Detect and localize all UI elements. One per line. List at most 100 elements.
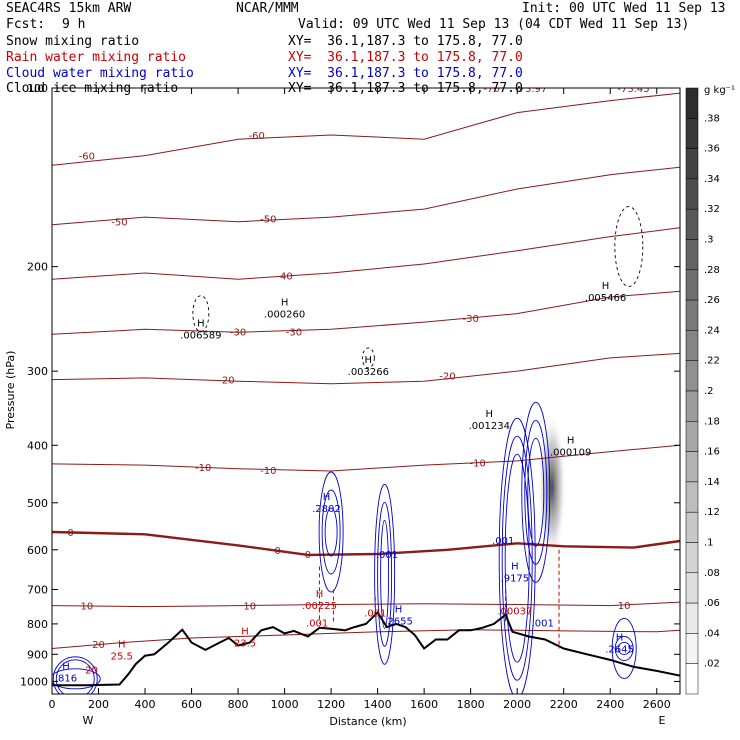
extrema-value-12: .2645 — [605, 644, 634, 655]
isotherm-label-14: -10 — [260, 466, 276, 477]
extrema-value-18: 25.5 — [111, 652, 133, 663]
colorbar-cell-4 — [685, 208, 699, 240]
cloud-water-contour-5-1 — [52, 656, 98, 694]
x-tick-label-7: 1400 — [364, 698, 392, 711]
colorbar-cell-5 — [685, 239, 699, 271]
isotherm-label-5: -50 — [111, 218, 127, 229]
colorbar-cell-10 — [685, 390, 699, 422]
cloud-water-contour-5-0 — [52, 668, 101, 690]
colorbar-tick-15: .08 — [704, 568, 720, 579]
isotherm-label-20: 10 — [243, 602, 256, 613]
extrema-value-13: .816 — [55, 674, 77, 685]
isotherm-label-12: -20 — [439, 371, 455, 382]
extrema-value-1: .000260 — [264, 310, 305, 321]
colorbar-tick-14: .1 — [704, 538, 714, 549]
isotherm-label-13: -10 — [195, 463, 211, 474]
extrema-value-5: .000109 — [550, 448, 591, 459]
extrema-value-6: .2802 — [312, 504, 341, 515]
isotherm-label-0: -70 — [483, 84, 499, 95]
colorbar-cell-18 — [685, 633, 699, 664]
isotherm-9 — [52, 629, 680, 649]
colorbar-cell-17 — [685, 602, 699, 634]
colorbar-tick-11: .16 — [704, 447, 720, 458]
x-tick-label-6: 1200 — [317, 698, 345, 711]
isotherm-3 — [52, 227, 680, 280]
cloud-water-contour-0-2 — [324, 507, 338, 557]
colorbar-tick-3: .32 — [704, 204, 720, 215]
y-tick-label-2: 300 — [27, 365, 48, 378]
cloud-water-contour-1-0 — [374, 483, 396, 665]
cloud-water-contour-2-0 — [498, 417, 536, 694]
cloud-water-contour-0-1 — [321, 489, 341, 575]
extrema-marker-12: H — [616, 632, 624, 643]
extrema-value-3: .001234 — [469, 421, 510, 432]
colorbar-tick-7: .24 — [704, 325, 720, 336]
y-tick-label-7: 800 — [27, 618, 48, 631]
colorbar-tick-16: .06 — [704, 598, 720, 609]
snow-contour-1 — [361, 347, 375, 369]
extrema-value-4: .005466 — [585, 293, 626, 304]
extrema-marker-5: H — [567, 436, 575, 447]
isotherm-label-17: 0 — [274, 546, 280, 557]
field-label-cloud-water: Cloud water mixing ratio — [6, 66, 194, 81]
isotherm-label-4: -60 — [249, 131, 265, 142]
field-xy-rain: XY= 36.1,187.3 to 175.8, 77.0 — [288, 50, 523, 65]
isotherm-label-11: -20 — [218, 376, 234, 387]
colorbar-tick-12: .14 — [704, 477, 720, 488]
cloud-water-contour-1-1 — [377, 501, 393, 647]
colorbar-cell-11 — [685, 421, 699, 452]
field-label-rain: Rain water mixing ratio — [6, 50, 187, 65]
field-xy-cloud-water: XY= 36.1,187.3 to 175.8, 77.0 — [288, 66, 523, 81]
extrema-value-8: .001 — [492, 536, 514, 547]
colorbar-cell-14 — [685, 511, 699, 543]
extrema-marker-4: H — [602, 281, 610, 292]
x-tick-label-10: 2000 — [503, 698, 531, 711]
colorbar-cell-19 — [685, 663, 699, 695]
colorbar-tick-4: .3 — [704, 235, 714, 246]
fcst-label: Fcst: — [6, 17, 46, 32]
colorbar-cell-6 — [685, 269, 699, 301]
isotherm-label-10: -30 — [462, 314, 478, 325]
colorbar-cell-16 — [685, 572, 699, 604]
extrema-marker-2: H — [365, 355, 373, 366]
isotherm-label-22: 20 — [92, 640, 105, 651]
y-tick-label-9: 1000 — [20, 675, 48, 688]
isotherm-1 — [52, 92, 680, 166]
colorbar-tick-0: .38 — [704, 113, 720, 124]
extrema-marker-18: H — [118, 640, 126, 651]
isotherm-6 — [52, 444, 680, 472]
y-tick-label-6: 700 — [27, 584, 48, 597]
colorbar-cell-7 — [685, 299, 699, 331]
isotherm-2 — [52, 166, 680, 226]
colorbar-tick-5: .28 — [704, 265, 720, 276]
extrema-value-19: 23.5 — [234, 639, 256, 650]
x-tick-label-12: 2400 — [596, 698, 624, 711]
y-tick-label-0: 100 — [27, 82, 48, 95]
colorbar-cell-9 — [685, 360, 699, 392]
colorbar-tick-10: .18 — [704, 416, 720, 427]
extrema-value-20: 20 — [85, 666, 98, 677]
x-tick-label-8: 1600 — [410, 698, 438, 711]
cloud-water-contour-3-2 — [527, 437, 545, 547]
plot-frame — [51, 87, 681, 695]
y-tick-label-3: 400 — [27, 439, 48, 452]
cloud-water-contour-5-2 — [55, 659, 95, 694]
colorbar-cell-8 — [685, 330, 699, 361]
x-tick-label-9: 1800 — [457, 698, 485, 711]
colorbar-unit: g kg⁻¹ — [704, 85, 735, 96]
colorbar-tick-13: .12 — [704, 507, 720, 518]
org-label: NCAR/MMM — [236, 1, 299, 16]
x-tick-label-3: 600 — [181, 698, 202, 711]
model-title: SEAC4RS 15km ARW — [6, 1, 132, 16]
extrema-marker-19: H — [241, 627, 249, 638]
isotherm-label-15: -10 — [469, 459, 485, 470]
x-tick-label-2: 400 — [135, 698, 156, 711]
east-label: E — [659, 714, 666, 727]
cloud-water-contour-4-2 — [617, 642, 631, 655]
isotherm-label-8: -30 — [230, 327, 246, 338]
y-tick-label-4: 500 — [27, 497, 48, 510]
extrema-value-10: .2655 — [384, 617, 413, 628]
extrema-value-16: .001 — [364, 608, 386, 619]
colorbar-cell-15 — [685, 542, 699, 574]
